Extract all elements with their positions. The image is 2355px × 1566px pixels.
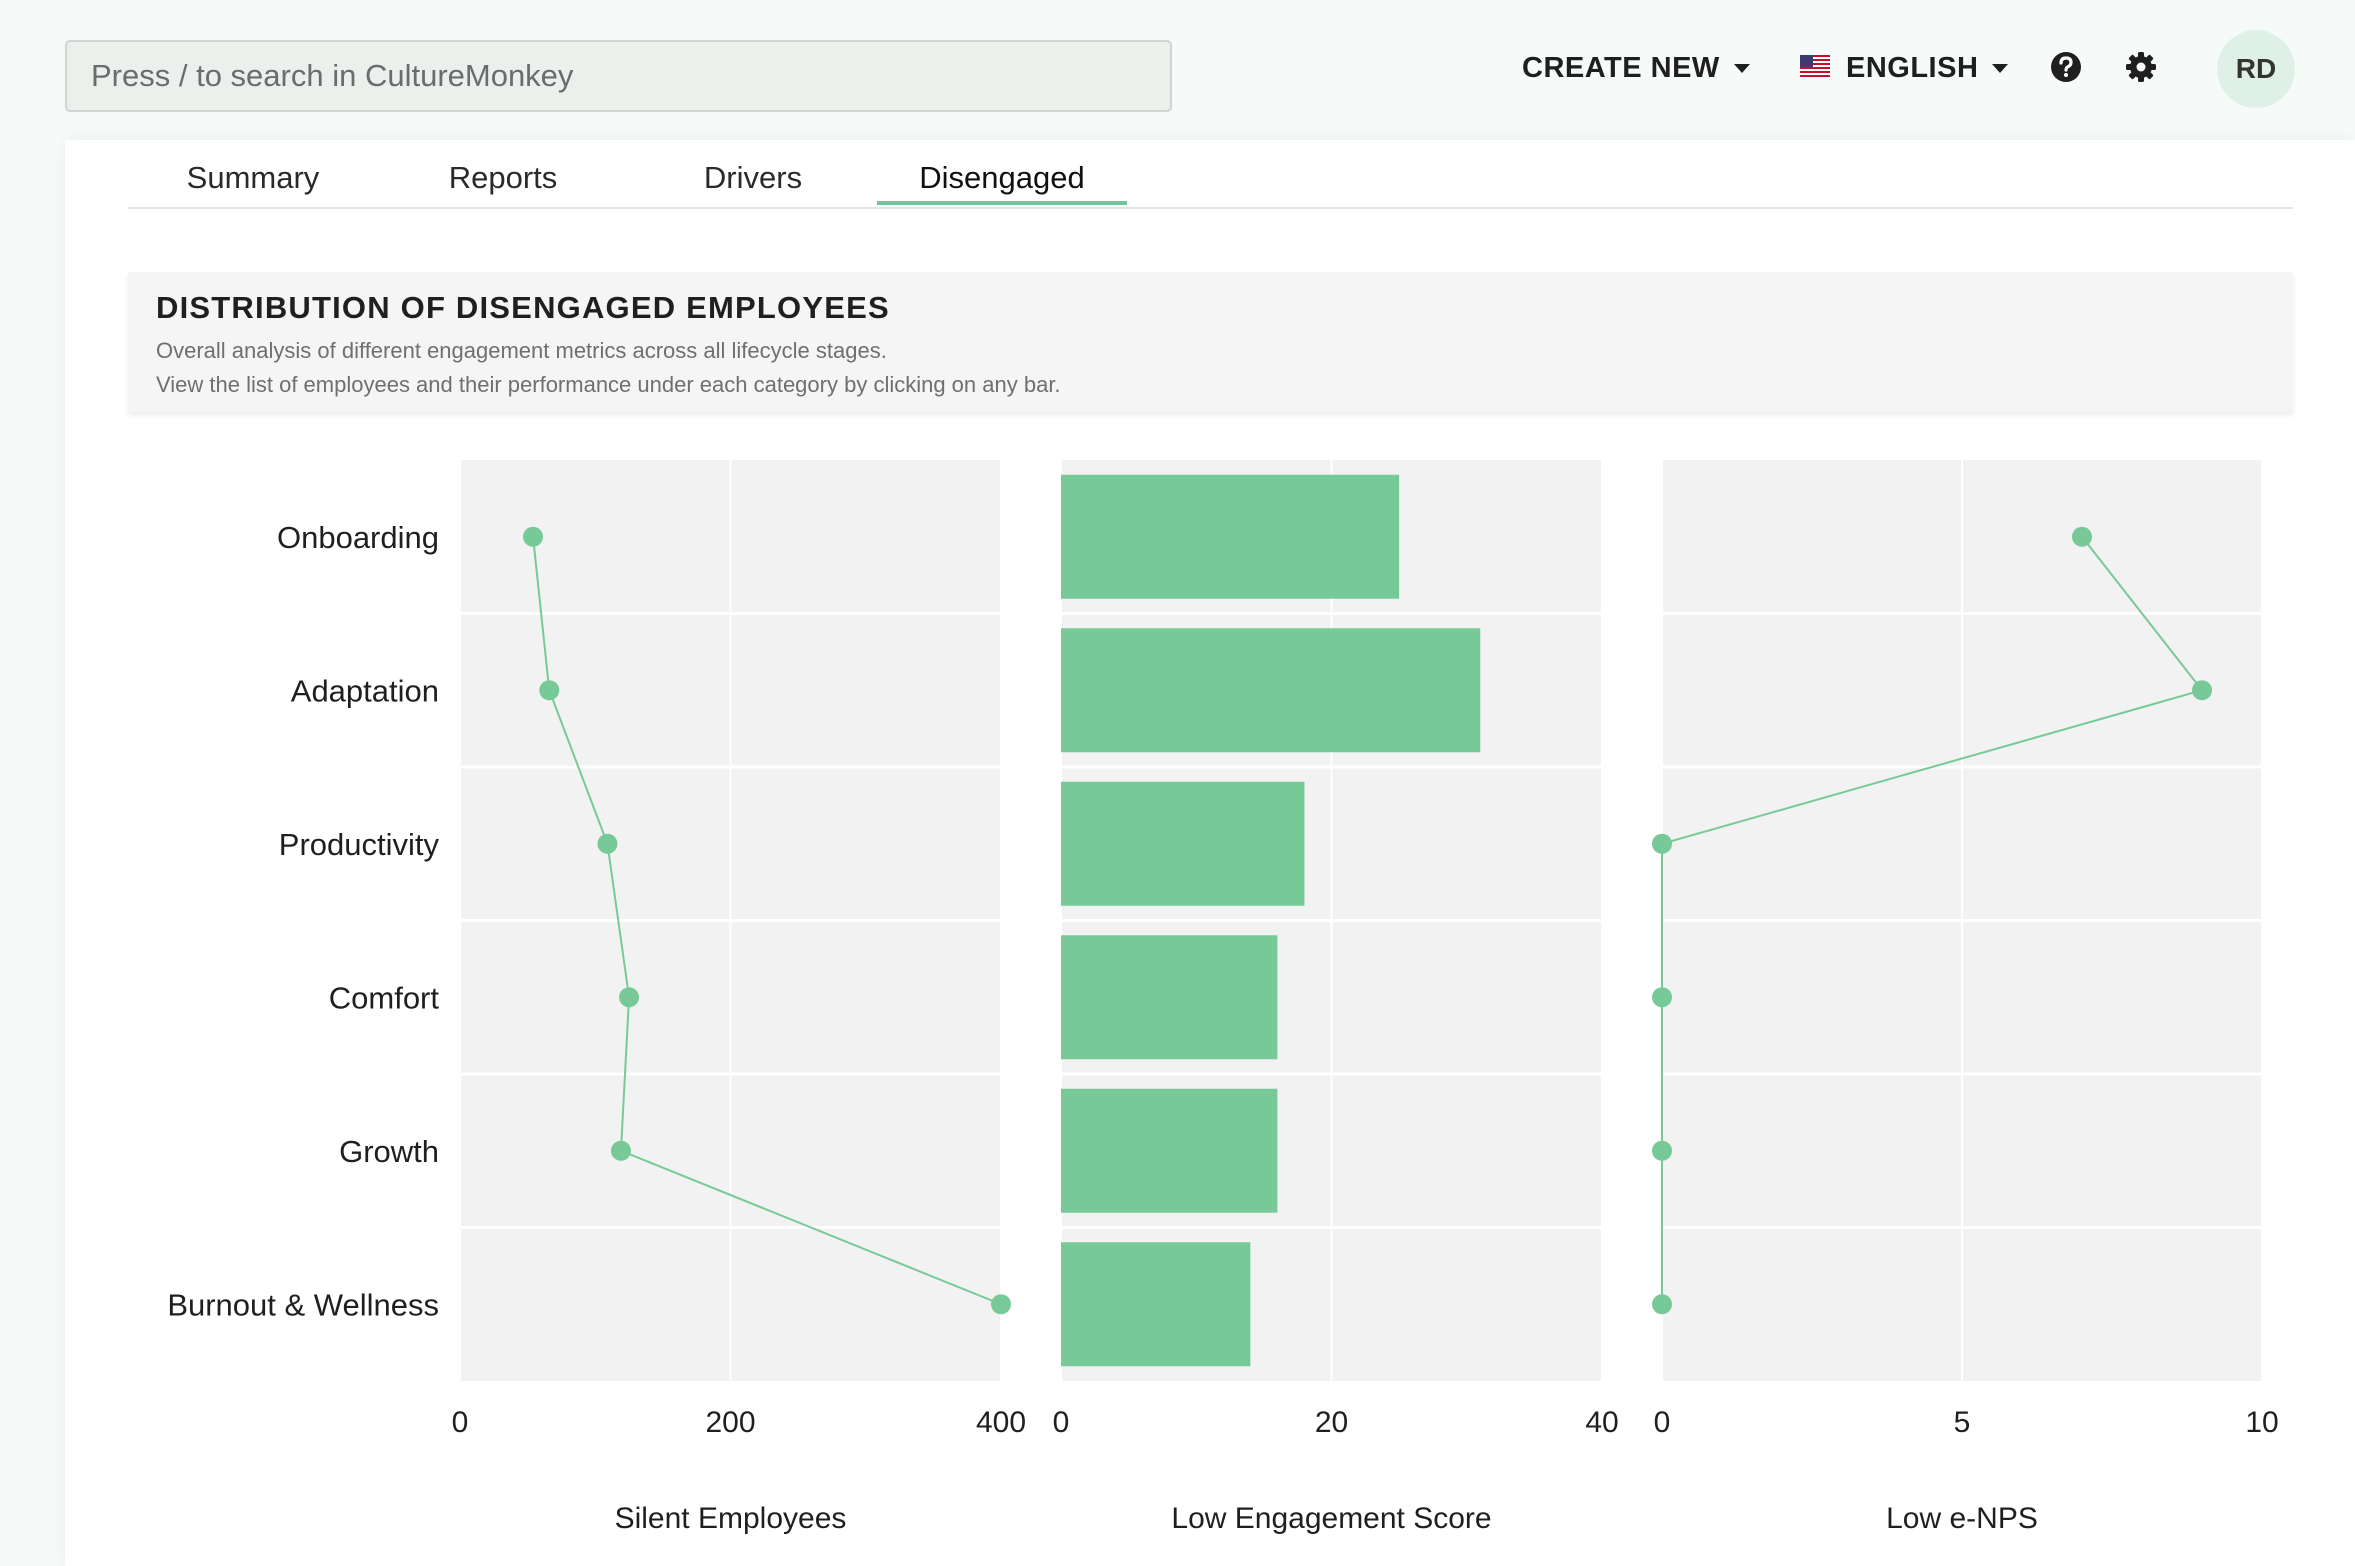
category-label: Burnout & Wellness: [167, 1287, 439, 1322]
point-burnout-wellness[interactable]: [1652, 1294, 1672, 1315]
series-line: [1661, 536, 2204, 1305]
point-productivity[interactable]: [597, 833, 618, 854]
card-header: DISTRIBUTION OF DISENGAGED EMPLOYEES Ove…: [128, 272, 2293, 412]
bar-burnout-wellness[interactable]: [1061, 1242, 1251, 1367]
question-circle-icon: [2051, 52, 2081, 82]
tab-reports[interactable]: Reports: [378, 160, 628, 205]
bar-growth[interactable]: [1061, 1088, 1278, 1213]
point-onboarding[interactable]: [2072, 526, 2092, 547]
avatar[interactable]: RD: [2217, 30, 2295, 108]
bar-comfort[interactable]: [1061, 935, 1278, 1060]
series-line: [532, 536, 1002, 1306]
point-burnout-wellness[interactable]: [991, 1294, 1011, 1315]
category-label: Growth: [339, 1134, 439, 1169]
point-growth[interactable]: [1652, 1140, 1672, 1161]
axis-title: Silent Employees: [615, 1502, 847, 1535]
tick-label: 20: [1315, 1406, 1348, 1439]
tab-bar: Summary Reports Drivers Disengaged: [128, 150, 2293, 209]
create-new-label: CREATE NEW: [1522, 51, 1720, 84]
card-subtitle: Overall analysis of different engagement…: [156, 338, 887, 363]
tab-reports-label: Reports: [448, 160, 558, 195]
tab-drivers[interactable]: Drivers: [628, 160, 878, 205]
tick-label: 0: [452, 1406, 469, 1439]
tick-label: 0: [1053, 1406, 1070, 1439]
tick-label: 10: [2245, 1406, 2278, 1439]
point-growth[interactable]: [610, 1140, 631, 1161]
gear-icon: [2126, 52, 2156, 82]
tick-label: 5: [1954, 1406, 1971, 1439]
tick-label: 400: [976, 1406, 1026, 1439]
language-selector[interactable]: ENGLISH: [1800, 48, 2009, 88]
category-label: Onboarding: [277, 520, 439, 555]
card-title: DISTRIBUTION OF DISENGAGED EMPLOYEES: [156, 290, 890, 325]
point-adaptation[interactable]: [539, 680, 560, 701]
us-flag-icon: [1800, 52, 1830, 85]
category-label: Adaptation: [291, 673, 439, 708]
point-productivity[interactable]: [1652, 833, 1672, 854]
bar-onboarding[interactable]: [1061, 474, 1400, 599]
bar-productivity[interactable]: [1061, 781, 1305, 906]
tab-disengaged[interactable]: Disengaged: [877, 160, 1127, 205]
axis-title: Low e-NPS: [1886, 1502, 2038, 1535]
bar-adaptation[interactable]: [1061, 628, 1481, 753]
language-label: ENGLISH: [1846, 51, 1979, 84]
search-input[interactable]: [65, 40, 1172, 112]
tab-summary[interactable]: Summary: [128, 160, 378, 205]
create-new-button[interactable]: CREATE NEW: [1522, 48, 1750, 88]
tab-disengaged-label: Disengaged: [919, 160, 1085, 195]
tab-summary-label: Summary: [186, 160, 320, 195]
point-onboarding[interactable]: [523, 526, 544, 547]
category-label: Productivity: [279, 827, 440, 862]
chevron-down-icon: [1992, 63, 2009, 73]
help-button[interactable]: [2049, 50, 2083, 84]
point-comfort[interactable]: [619, 987, 640, 1008]
tick-label: 40: [1585, 1406, 1618, 1439]
axis-title: Low Engagement Score: [1171, 1502, 1491, 1535]
settings-button[interactable]: [2124, 50, 2158, 84]
tick-label: 200: [705, 1406, 755, 1439]
point-comfort[interactable]: [1652, 987, 1672, 1008]
card-subtitle-hint: View the list of employees and their per…: [156, 372, 1061, 397]
tick-label: 0: [1654, 1406, 1671, 1439]
avatar-initials: RD: [2235, 53, 2277, 84]
chevron-down-icon: [1733, 63, 1750, 73]
tab-drivers-label: Drivers: [703, 160, 803, 195]
category-label: Comfort: [329, 980, 440, 1015]
point-adaptation[interactable]: [2192, 680, 2212, 701]
